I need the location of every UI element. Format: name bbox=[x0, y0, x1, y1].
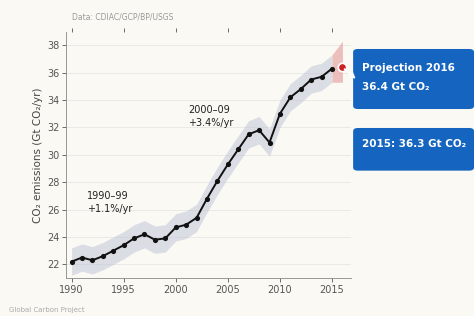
Y-axis label: CO₂ emissions (Gt CO₂/yr): CO₂ emissions (Gt CO₂/yr) bbox=[33, 87, 43, 222]
Point bbox=[89, 258, 96, 263]
Point bbox=[193, 215, 201, 220]
Text: Projection 2016: Projection 2016 bbox=[362, 63, 455, 73]
Point bbox=[255, 128, 263, 133]
Point bbox=[338, 65, 346, 70]
Point bbox=[245, 132, 253, 137]
Point bbox=[328, 66, 336, 71]
Point bbox=[287, 95, 294, 100]
Point bbox=[266, 140, 273, 145]
Point bbox=[172, 225, 180, 230]
Point bbox=[68, 259, 75, 264]
Point bbox=[297, 87, 305, 92]
Point bbox=[151, 237, 159, 242]
Text: 2000–09
+3.4%/yr: 2000–09 +3.4%/yr bbox=[188, 105, 234, 128]
Text: 1990–99
+1.1%/yr: 1990–99 +1.1%/yr bbox=[87, 191, 133, 214]
Point bbox=[141, 232, 148, 237]
Text: 36.4 Gt CO₂: 36.4 Gt CO₂ bbox=[362, 82, 429, 92]
Point bbox=[318, 74, 325, 79]
Point bbox=[109, 248, 117, 253]
Point bbox=[203, 196, 211, 201]
Point bbox=[120, 243, 128, 248]
Point bbox=[182, 222, 190, 227]
Point bbox=[99, 254, 107, 259]
Point bbox=[162, 236, 169, 241]
Point bbox=[78, 255, 86, 260]
Point bbox=[214, 178, 221, 183]
Point bbox=[307, 77, 315, 82]
Point bbox=[235, 147, 242, 152]
Point bbox=[224, 162, 232, 167]
Point bbox=[130, 236, 138, 241]
Text: Global Carbon Project: Global Carbon Project bbox=[9, 307, 85, 313]
Text: 2015: 36.3 Gt CO₂: 2015: 36.3 Gt CO₂ bbox=[362, 139, 466, 149]
Text: Data: CDIAC/GCP/BP/USGS: Data: CDIAC/GCP/BP/USGS bbox=[72, 13, 173, 22]
Point bbox=[276, 111, 284, 116]
